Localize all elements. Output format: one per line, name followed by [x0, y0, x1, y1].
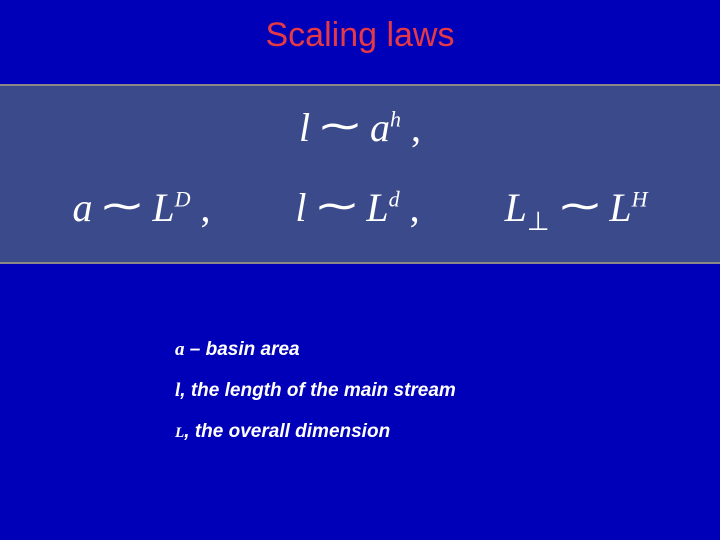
- def-l-sep: ,: [180, 380, 191, 401]
- def-a: a – basin area: [175, 340, 456, 359]
- eq1-rhs-base: a: [370, 105, 390, 150]
- slide-title: Scaling laws: [0, 0, 720, 55]
- eq-l-L-d: l ∼ Ld ,: [295, 184, 419, 231]
- eq2a-rhs-base: L: [152, 185, 174, 230]
- tilde-icon: ∼: [309, 182, 365, 229]
- eq2c-lhs: L: [505, 185, 527, 230]
- eq1-rhs-exp: h: [390, 107, 401, 132]
- tilde-icon: ∼: [94, 182, 150, 229]
- def-L-sep: ,: [184, 421, 195, 442]
- eq1-lhs: l: [299, 105, 310, 150]
- equations-band: l ∼ ah , a ∼ LD , l ∼ Ld , L⊥ ∼ LH: [0, 84, 720, 264]
- eq-l-a-h: l ∼ ah ,: [299, 105, 421, 150]
- eq2b-rhs-base: L: [366, 185, 388, 230]
- eq2c-rhs-base: L: [609, 185, 631, 230]
- eq2c-rhs-exp: H: [632, 187, 648, 212]
- def-a-var: a: [175, 339, 185, 360]
- eq2a-rhs-exp: D: [175, 187, 191, 212]
- eq2b-rhs-exp: d: [389, 187, 400, 212]
- eq2c-lhs-sub: ⊥: [527, 207, 550, 236]
- def-a-sep: –: [185, 339, 206, 360]
- def-l-text: the length of the main stream: [191, 380, 456, 401]
- tilde-icon: ∼: [552, 182, 608, 229]
- def-L: L, the overall dimension: [175, 422, 456, 441]
- eq-a-L-D: a ∼ LD ,: [72, 184, 210, 231]
- def-L-text: the overall dimension: [195, 421, 390, 442]
- def-l: l, the length of the main stream: [175, 381, 456, 400]
- comma: ,: [410, 185, 420, 230]
- eq2b-lhs: l: [295, 185, 306, 230]
- def-L-var: L: [175, 424, 184, 441]
- equation-row-2: a ∼ LD , l ∼ Ld , L⊥ ∼ LH: [0, 184, 720, 237]
- eq2a-lhs: a: [72, 185, 92, 230]
- equation-row-1: l ∼ ah ,: [0, 104, 720, 151]
- comma: ,: [200, 185, 210, 230]
- comma: ,: [411, 105, 421, 150]
- eq-Lperp-L-H: L⊥ ∼ LH: [505, 184, 648, 237]
- definitions-block: a – basin area l, the length of the main…: [175, 340, 456, 463]
- tilde-icon: ∼: [312, 102, 368, 149]
- def-a-text: basin area: [206, 339, 300, 360]
